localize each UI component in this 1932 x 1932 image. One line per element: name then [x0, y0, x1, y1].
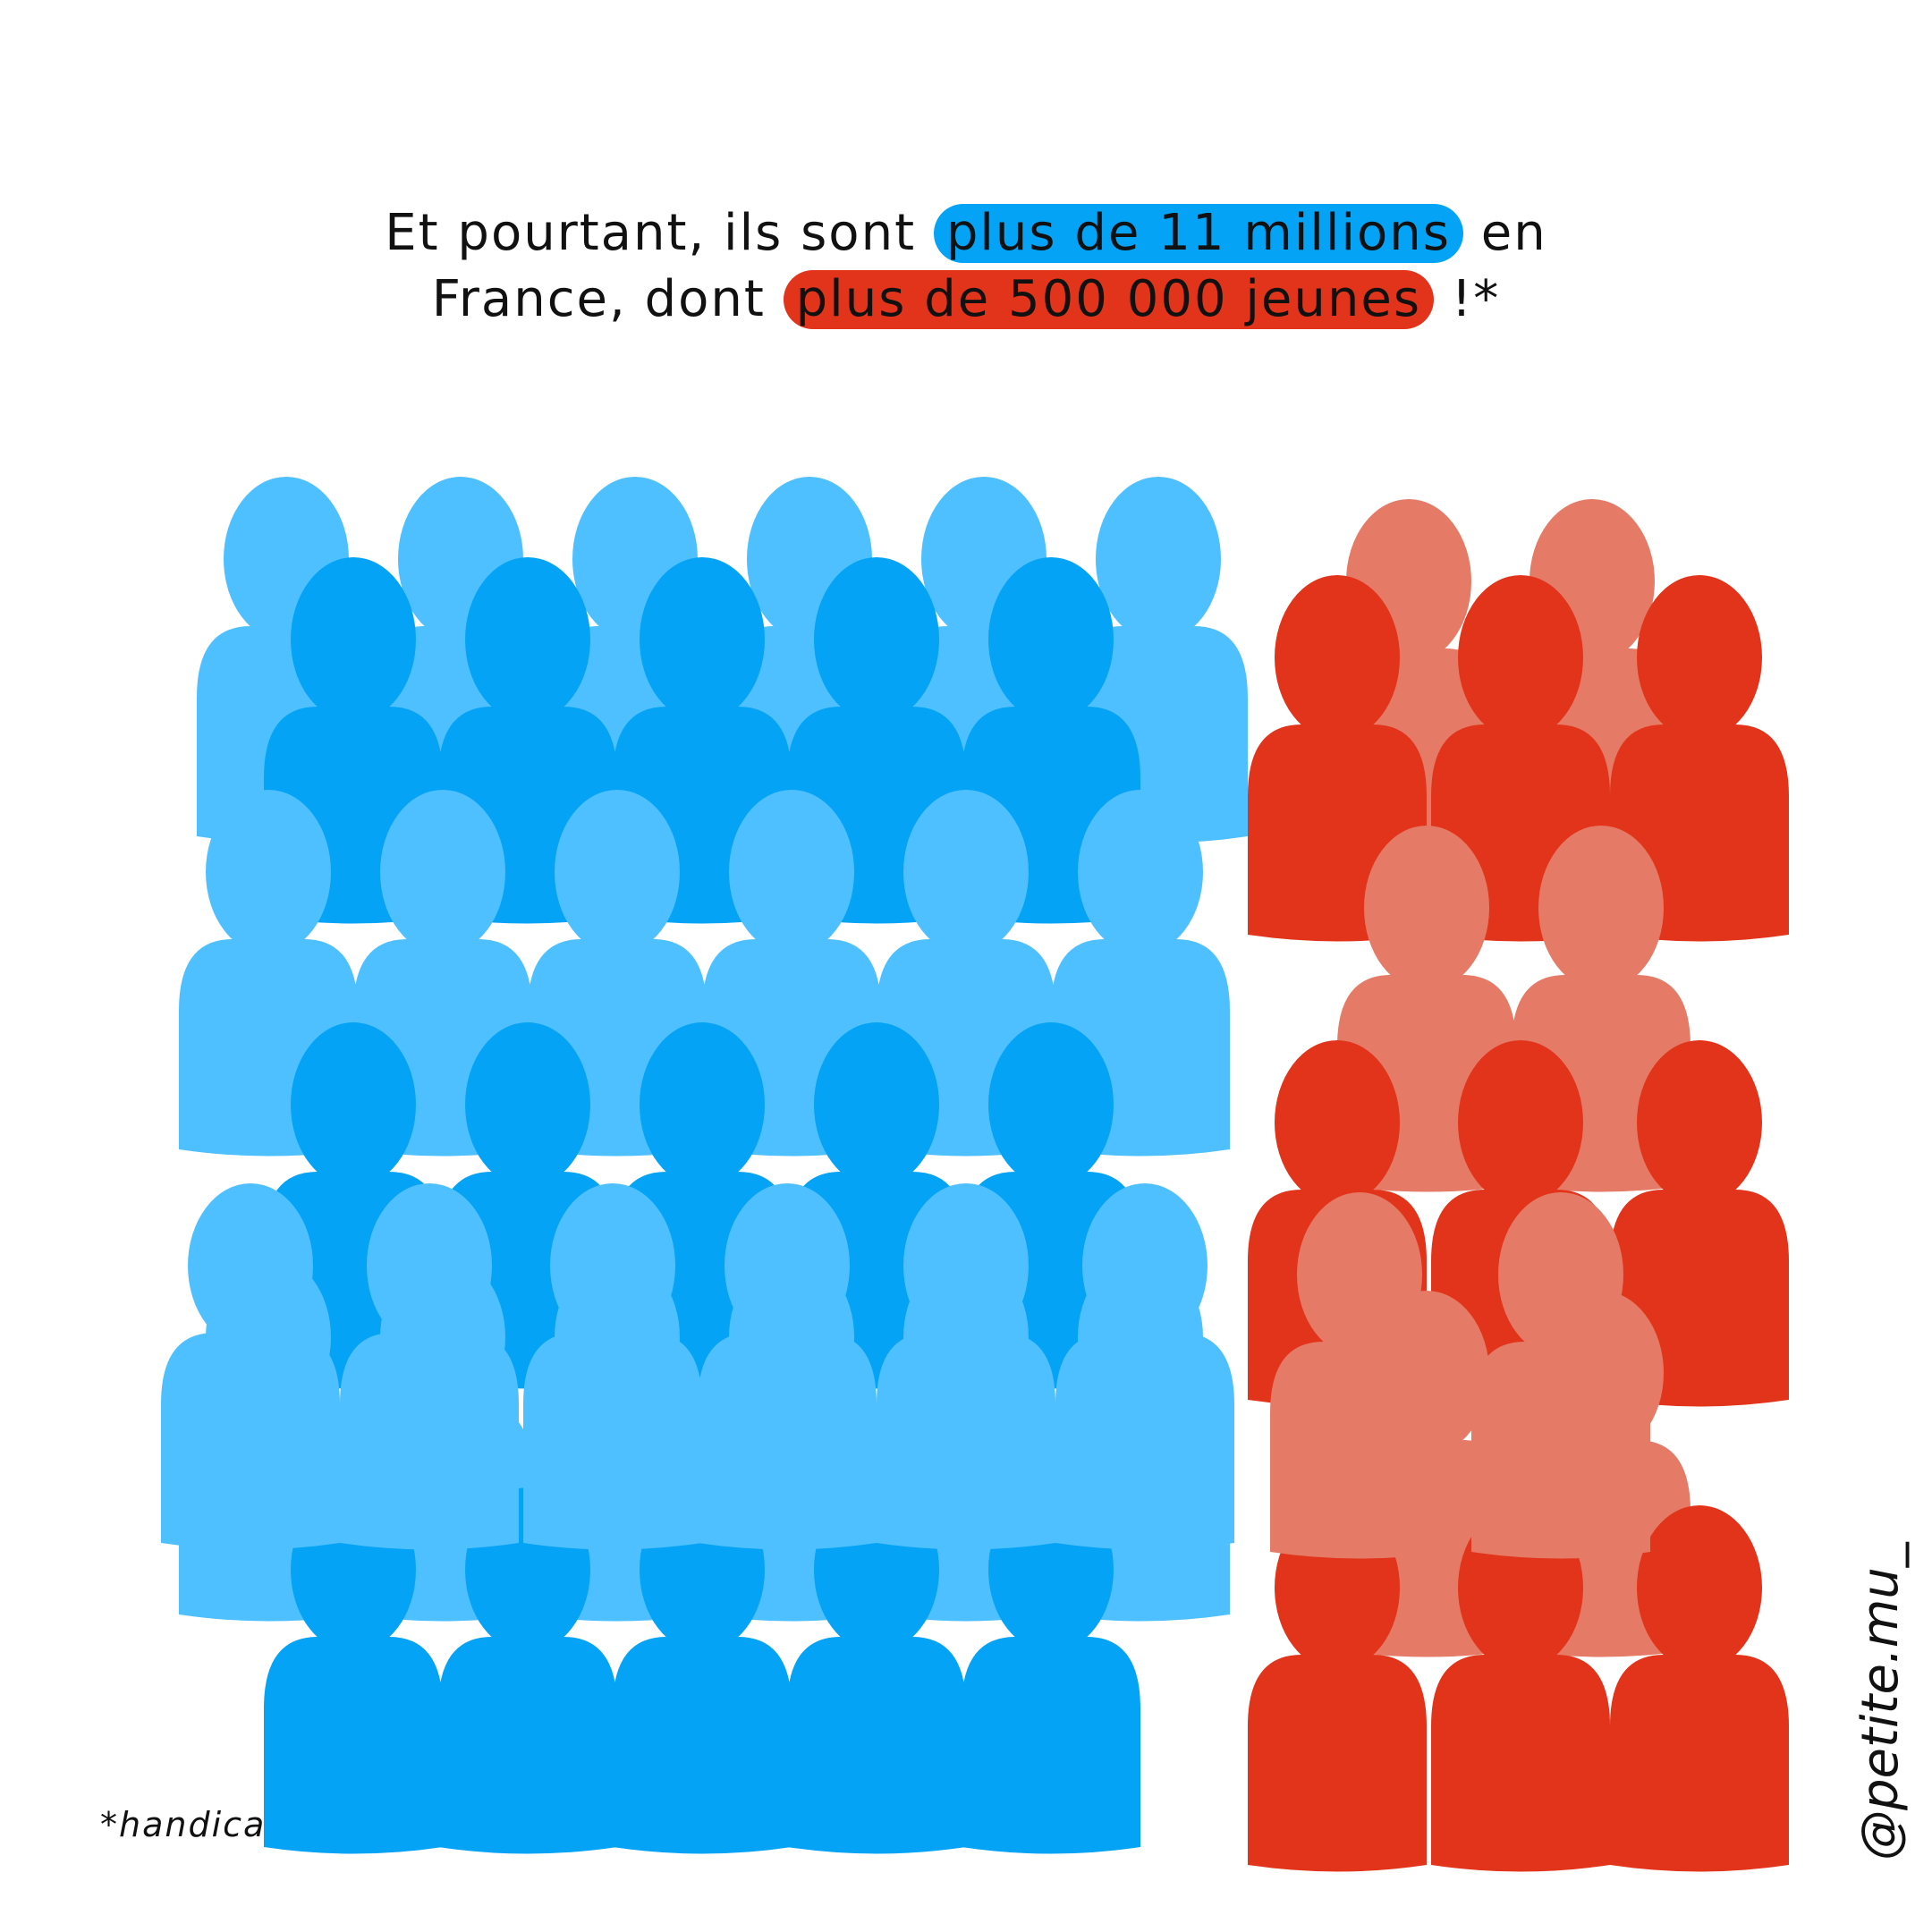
blue-person-front — [523, 1183, 702, 1550]
highlight-eleven-million: plus de 11 millions — [933, 204, 1463, 263]
blue-person-front — [698, 1183, 877, 1550]
headline-text: Et pourtant, ils sont — [385, 204, 934, 262]
red-person-deep — [1610, 1505, 1789, 1872]
headline-text: !* — [1434, 270, 1501, 328]
headline: Et pourtant, ils sont plus de 11 million… — [0, 200, 1932, 333]
headline-line-2: France, dont plus de 500 000 jeunes !* — [0, 267, 1932, 333]
headline-line-1: Et pourtant, ils sont plus de 11 million… — [0, 200, 1932, 267]
blue-person-front — [877, 1183, 1055, 1550]
blue-person-front — [1055, 1183, 1234, 1550]
blue-person-front — [340, 1183, 519, 1550]
headline-text: France, dont — [431, 270, 784, 328]
highlight-young-people: plus de 500 000 jeunes — [783, 270, 1434, 329]
blue-person-front — [161, 1183, 340, 1550]
headline-text: en — [1462, 204, 1547, 262]
red-person-front — [1270, 1192, 1449, 1559]
red-person-front — [1471, 1192, 1650, 1559]
